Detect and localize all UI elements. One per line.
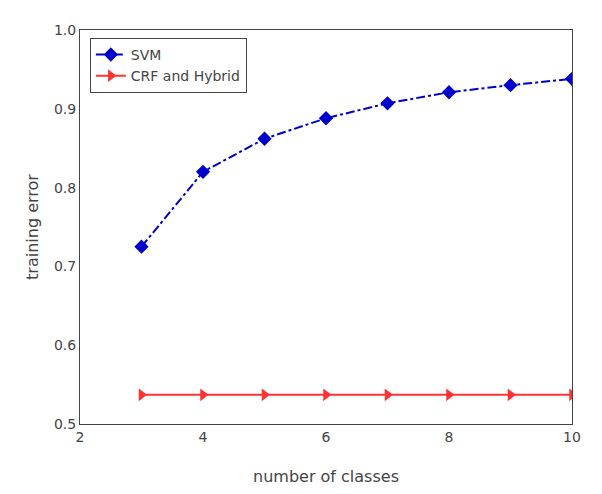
svg-text:10: 10 [563, 429, 581, 445]
svg-text:6: 6 [322, 429, 331, 445]
svg-text:number of classes: number of classes [253, 467, 399, 486]
svg-text:0.5: 0.5 [54, 416, 76, 432]
svg-text:0.8: 0.8 [54, 180, 76, 196]
svg-text:8: 8 [445, 429, 454, 445]
svg-text:1.0: 1.0 [54, 22, 76, 38]
svg-text:0.7: 0.7 [54, 258, 76, 274]
svg-text:CRF and Hybrid: CRF and Hybrid [131, 68, 240, 84]
svg-text:SVM: SVM [131, 47, 162, 63]
svg-text:0.6: 0.6 [54, 337, 76, 353]
svg-text:0.9: 0.9 [54, 101, 76, 117]
svg-text:4: 4 [199, 429, 208, 445]
svg-text:training error: training error [23, 174, 42, 280]
svg-text:2: 2 [76, 429, 85, 445]
